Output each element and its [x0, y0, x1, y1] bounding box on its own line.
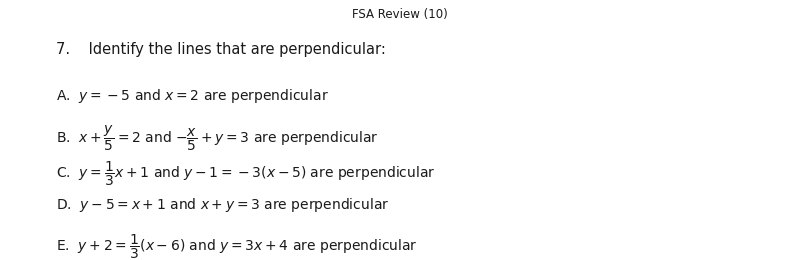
Text: A.  $y = -5$ and $x = 2$ are perpendicular: A. $y = -5$ and $x = 2$ are perpendicula… — [56, 87, 329, 105]
Text: C.  $y = \dfrac{1}{3}x + 1$ and $y - 1 = -3(x - 5)$ are perpendicular: C. $y = \dfrac{1}{3}x + 1$ and $y - 1 = … — [56, 160, 435, 188]
Text: B.  $x + \dfrac{y}{5} = 2$ and $-\dfrac{x}{5} + y = 3$ are perpendicular: B. $x + \dfrac{y}{5} = 2$ and $-\dfrac{x… — [56, 124, 378, 153]
Text: E.  $y + 2 = \dfrac{1}{3}(x - 6)$ and $y = 3x + 4$ are perpendicular: E. $y + 2 = \dfrac{1}{3}(x - 6)$ and $y … — [56, 233, 418, 260]
Text: D.  $y - 5 = x + 1$ and $x + y = 3$ are perpendicular: D. $y - 5 = x + 1$ and $x + y = 3$ are p… — [56, 196, 390, 214]
Text: 7.    Identify the lines that are perpendicular:: 7. Identify the lines that are perpendic… — [56, 42, 386, 57]
Text: FSA Review (10): FSA Review (10) — [352, 8, 448, 21]
